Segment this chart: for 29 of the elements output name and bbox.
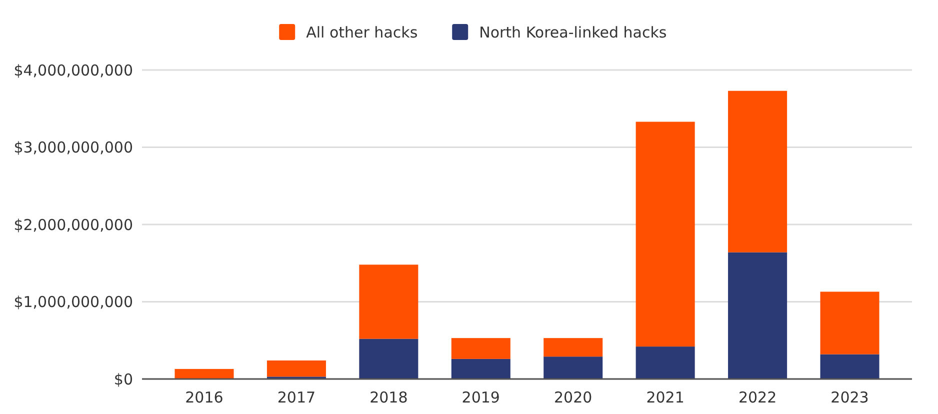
y-tick-label: $2,000,000,000 bbox=[14, 216, 133, 234]
bar bbox=[451, 338, 510, 359]
bar bbox=[636, 346, 695, 379]
x-tick-label: 2017 bbox=[277, 388, 316, 406]
legend-label: All other hacks bbox=[306, 23, 418, 42]
bar bbox=[820, 292, 880, 354]
y-tick-label: $1,000,000,000 bbox=[14, 293, 133, 311]
bar bbox=[359, 338, 418, 379]
bar bbox=[820, 354, 880, 379]
bar bbox=[544, 338, 603, 357]
x-tick-label: 2016 bbox=[185, 388, 224, 406]
y-tick-label: $3,000,000,000 bbox=[14, 138, 133, 156]
y-tick-label: $4,000,000,000 bbox=[14, 61, 133, 80]
bar bbox=[359, 264, 418, 339]
bar bbox=[174, 368, 234, 379]
legend-label: North Korea-linked hacks bbox=[479, 23, 667, 42]
x-tick-label: 2018 bbox=[370, 388, 408, 406]
bar bbox=[728, 90, 788, 252]
x-tick-label: 2021 bbox=[646, 388, 684, 406]
x-tick-label: 2023 bbox=[830, 388, 869, 406]
bar bbox=[451, 358, 510, 379]
x-tick-label: 2019 bbox=[462, 388, 500, 406]
bar bbox=[266, 360, 326, 377]
y-tick-label: $0 bbox=[114, 370, 133, 388]
bar bbox=[728, 252, 788, 379]
x-tick-label: 2020 bbox=[554, 388, 592, 406]
bar bbox=[544, 356, 603, 379]
x-tick-label: 2022 bbox=[738, 388, 777, 406]
bar bbox=[636, 122, 695, 347]
